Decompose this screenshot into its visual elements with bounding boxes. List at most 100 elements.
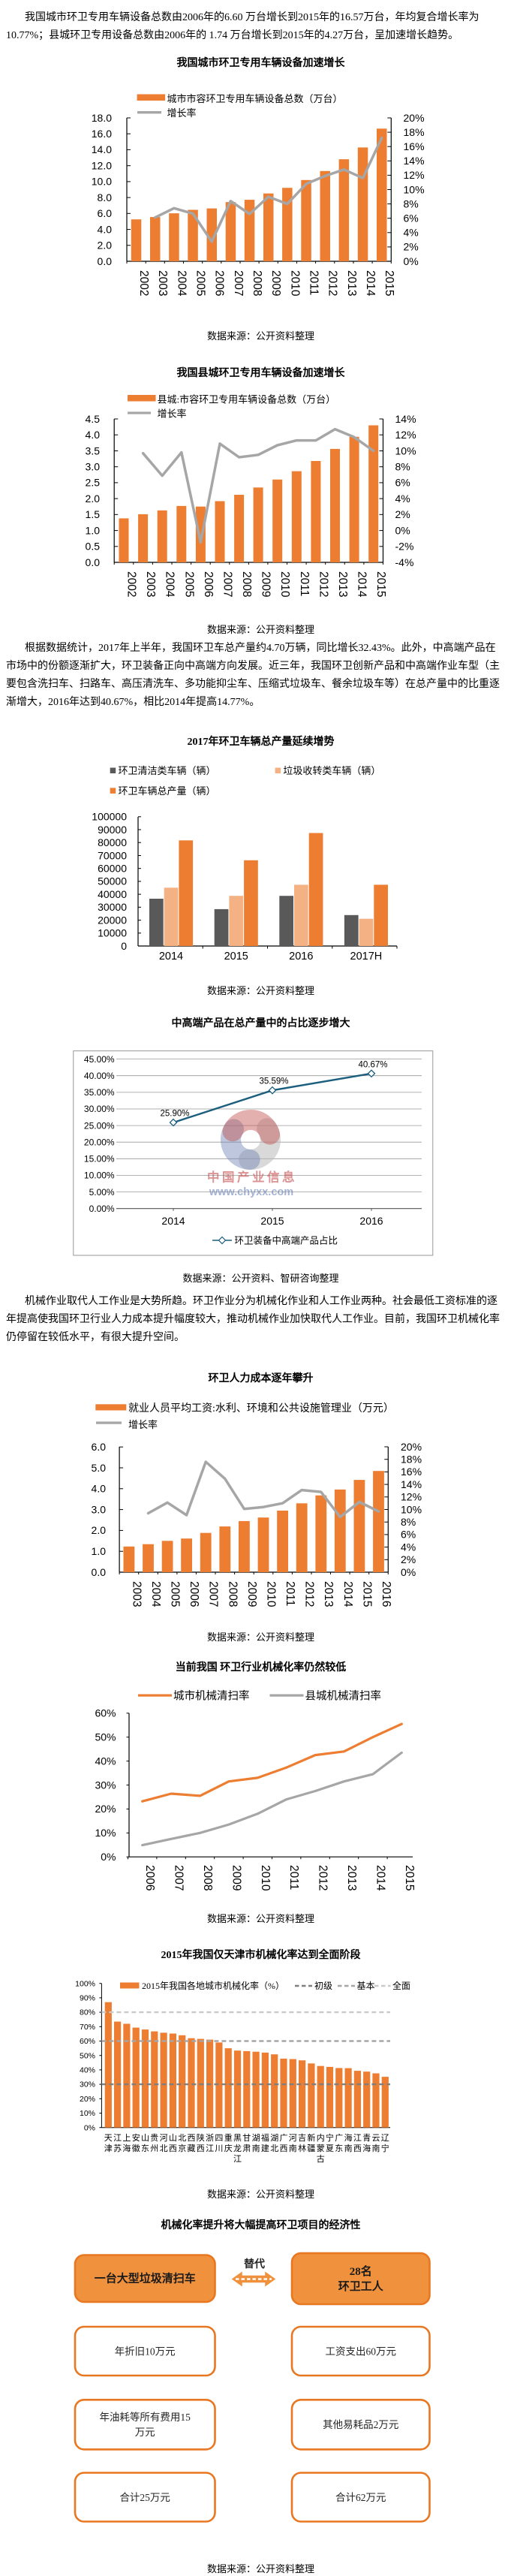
svg-text:广: 广	[335, 2133, 343, 2143]
svg-text:东: 东	[141, 2144, 149, 2153]
svg-text:8%: 8%	[401, 1516, 416, 1528]
svg-text:50%: 50%	[95, 1731, 116, 1743]
svg-text:1.0: 1.0	[92, 1545, 107, 1557]
svg-text:2011: 2011	[298, 571, 311, 596]
svg-text:2%: 2%	[401, 1553, 416, 1565]
svg-text:天: 天	[104, 2134, 113, 2143]
svg-text:2010: 2010	[288, 270, 301, 297]
svg-text:新: 新	[307, 2132, 315, 2143]
svg-text:0%: 0%	[404, 255, 419, 267]
svg-text:2016: 2016	[380, 1581, 392, 1607]
svg-text:2017H: 2017H	[350, 951, 383, 963]
svg-text:0%: 0%	[101, 1851, 116, 1863]
svg-text:www.chyxx.com: www.chyxx.com	[209, 1186, 293, 1198]
svg-text:海: 海	[122, 2143, 131, 2153]
svg-text:环卫装备中高端产品占比: 环卫装备中高端产品占比	[235, 1235, 338, 1246]
svg-text:2%: 2%	[404, 241, 419, 253]
svg-text:25.90%: 25.90%	[160, 1110, 189, 1119]
svg-text:增长率: 增长率	[158, 408, 187, 420]
svg-text:45.00%: 45.00%	[84, 1054, 115, 1065]
svg-text:4.0: 4.0	[86, 429, 101, 441]
svg-text:2015: 2015	[260, 1215, 284, 1227]
svg-text:10%: 10%	[80, 2109, 95, 2118]
svg-text:50%: 50%	[80, 2051, 95, 2060]
svg-text:就业人员平均工资:水利、环境和公共设施管理业（万元）: 就业人员平均工资:水利、环境和公共设施管理业（万元）	[128, 1402, 394, 1415]
svg-text:合计62万元: 合计62万元	[335, 2492, 386, 2503]
svg-text:1.5: 1.5	[86, 508, 101, 520]
svg-text:城市市容环卫专用车辆设备总数（万台）: 城市市容环卫专用车辆设备总数（万台）	[167, 93, 343, 104]
svg-text:10000: 10000	[98, 927, 127, 939]
svg-text:60%: 60%	[80, 2037, 95, 2046]
svg-text:2007: 2007	[221, 571, 234, 597]
svg-text:2014: 2014	[161, 1215, 185, 1227]
svg-text:10%: 10%	[404, 183, 425, 195]
svg-text:12%: 12%	[401, 1491, 422, 1503]
svg-text:0.0: 0.0	[92, 1566, 107, 1578]
svg-text:12%: 12%	[404, 169, 425, 181]
svg-text:0: 0	[121, 940, 127, 952]
svg-text:2008: 2008	[226, 1581, 239, 1607]
svg-text:黑: 黑	[233, 2133, 242, 2143]
svg-text:江: 江	[206, 2144, 214, 2153]
svg-text:疆: 疆	[307, 2144, 315, 2153]
svg-text:8.0: 8.0	[98, 191, 113, 203]
svg-text:县城:市容环卫专用车辆设备总数（万台）: 县城:市容环卫专用车辆设备总数（万台）	[158, 393, 336, 405]
svg-text:海: 海	[344, 2132, 353, 2143]
svg-text:18.0: 18.0	[92, 112, 112, 124]
svg-text:90000: 90000	[98, 824, 127, 836]
svg-text:2006: 2006	[143, 1865, 156, 1891]
svg-text:安: 安	[132, 2132, 140, 2143]
svg-text:2009: 2009	[245, 1581, 258, 1607]
svg-text:林: 林	[298, 2143, 306, 2153]
svg-text:3.5: 3.5	[86, 444, 101, 456]
svg-text:-4%: -4%	[395, 556, 414, 568]
svg-text:2015: 2015	[224, 951, 248, 963]
svg-text:古: 古	[317, 2154, 325, 2164]
svg-text:10.00%: 10.00%	[84, 1170, 115, 1181]
svg-text:2012: 2012	[317, 1865, 329, 1891]
svg-text:替代: 替代	[244, 2258, 265, 2270]
svg-text:城市机械清扫率: 城市机械清扫率	[173, 1690, 250, 1703]
svg-text:2014: 2014	[159, 951, 183, 963]
svg-text:海: 海	[362, 2143, 371, 2153]
svg-text:南: 南	[372, 2144, 380, 2153]
svg-text:0%: 0%	[401, 1566, 416, 1578]
svg-text:苏: 苏	[113, 2144, 122, 2153]
svg-text:10%: 10%	[401, 1503, 422, 1515]
svg-text:16%: 16%	[404, 140, 425, 152]
svg-text:20.00%: 20.00%	[84, 1137, 115, 1147]
svg-text:河: 河	[160, 2133, 168, 2143]
svg-text:20%: 20%	[404, 112, 425, 124]
svg-text:2016: 2016	[359, 1215, 383, 1227]
svg-text:2011: 2011	[308, 270, 320, 295]
svg-text:龙: 龙	[233, 2144, 242, 2153]
svg-text:70%: 70%	[80, 2023, 95, 2032]
svg-text:宁: 宁	[326, 2132, 334, 2143]
svg-text:内: 内	[317, 2132, 325, 2143]
svg-text:藏: 藏	[188, 2144, 196, 2153]
svg-text:西: 西	[169, 2144, 177, 2153]
svg-text:万元: 万元	[135, 2427, 155, 2438]
svg-text:14%: 14%	[395, 413, 416, 425]
svg-text:40.67%: 40.67%	[358, 1060, 387, 1069]
svg-text:2004: 2004	[149, 1581, 162, 1607]
svg-text:0%: 0%	[395, 524, 410, 536]
svg-text:2013: 2013	[336, 571, 349, 597]
svg-text:2006: 2006	[188, 1581, 200, 1607]
svg-text:州: 州	[150, 2144, 158, 2153]
svg-text:一台大型垃圾清扫车: 一台大型垃圾清扫车	[95, 2272, 196, 2285]
svg-text:基本: 基本	[357, 1981, 375, 1991]
svg-text:增长率: 增长率	[128, 1419, 158, 1430]
svg-text:湖: 湖	[270, 2133, 278, 2143]
svg-text:5.00%: 5.00%	[89, 1187, 115, 1198]
svg-text:2008: 2008	[251, 270, 263, 296]
svg-text:2015: 2015	[374, 571, 387, 597]
svg-text:12%: 12%	[395, 429, 416, 441]
svg-text:徽: 徽	[132, 2143, 140, 2153]
svg-text:甘: 甘	[242, 2133, 251, 2143]
svg-text:20000: 20000	[98, 914, 127, 926]
svg-text:环卫清洁类车辆（辆）: 环卫清洁类车辆（辆）	[119, 765, 216, 776]
svg-text:2011: 2011	[284, 1581, 296, 1606]
svg-text:垃圾收转类车辆（辆）: 垃圾收转类车辆（辆）	[283, 765, 380, 776]
svg-text:2009: 2009	[230, 1865, 242, 1891]
